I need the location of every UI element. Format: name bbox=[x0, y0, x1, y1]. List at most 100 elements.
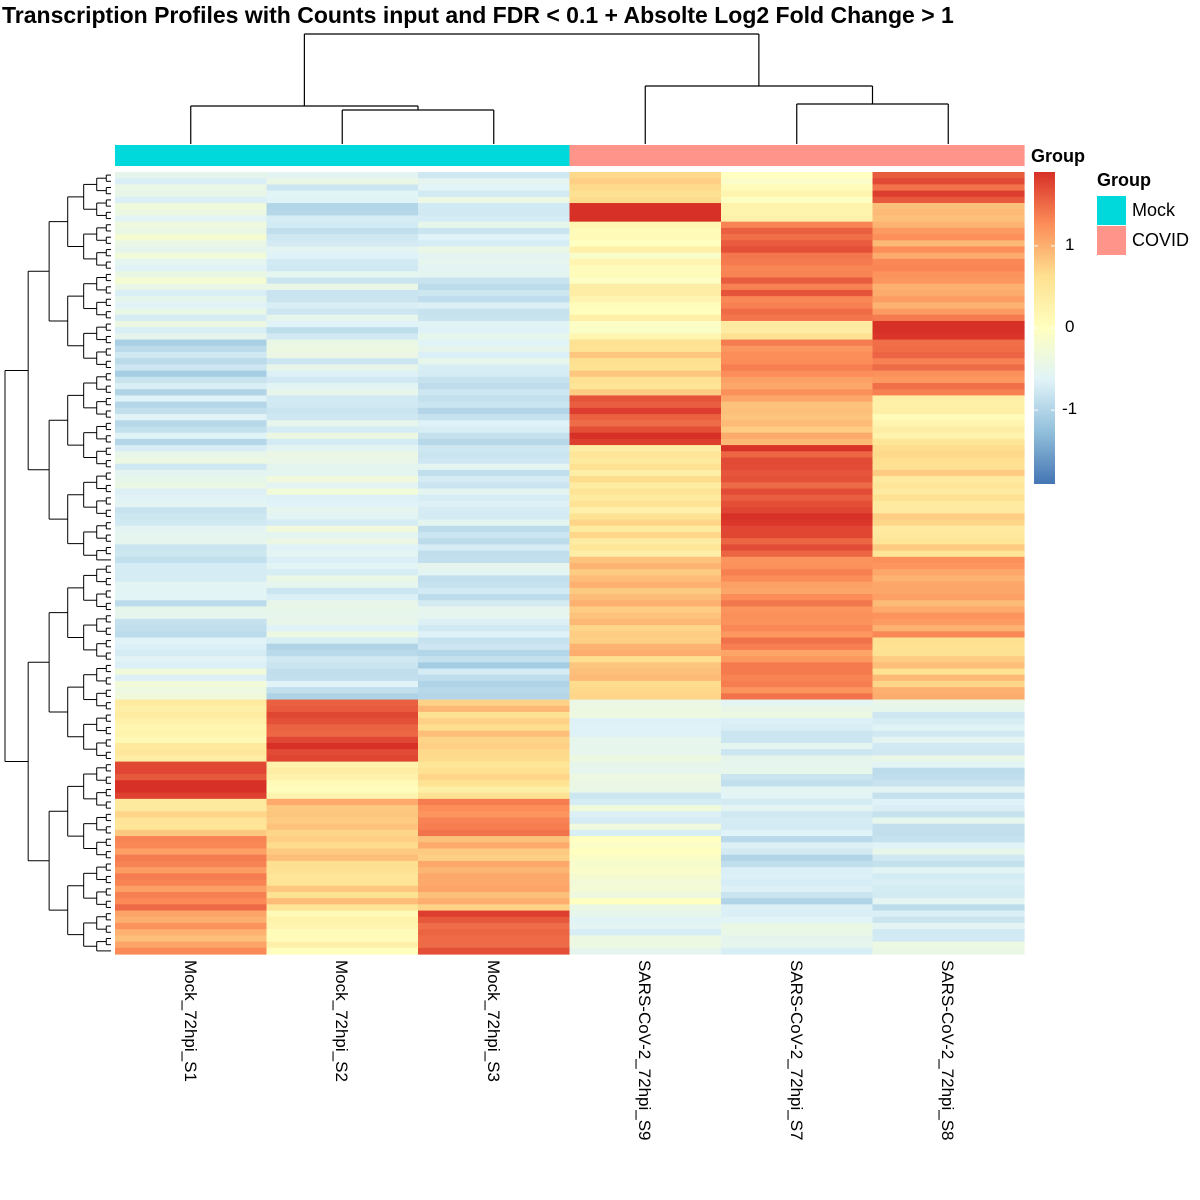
heatmap-cell bbox=[266, 637, 419, 645]
heatmap-cell bbox=[266, 668, 419, 676]
heatmap-cell bbox=[569, 469, 722, 477]
heatmap-cell bbox=[115, 234, 268, 241]
heatmap-cell bbox=[115, 879, 268, 887]
heatmap-cell bbox=[569, 525, 722, 533]
heatmap-cell bbox=[266, 240, 419, 248]
heatmap-cell bbox=[418, 898, 571, 905]
heatmap-cell bbox=[872, 345, 1025, 353]
heatmap-cell bbox=[569, 389, 722, 397]
heatmap-cell bbox=[569, 221, 722, 229]
heatmap-cell bbox=[872, 854, 1025, 862]
heatmap-cell bbox=[721, 221, 874, 229]
heatmap-cell bbox=[115, 774, 268, 781]
heatmap-cell bbox=[721, 252, 874, 260]
heatmap-cell bbox=[721, 860, 874, 868]
column-label: SARS-CoV-2_72hpi_S8 bbox=[938, 960, 958, 1141]
heatmap-cell bbox=[569, 308, 722, 316]
heatmap-cell bbox=[418, 234, 571, 241]
heatmap-cell bbox=[266, 941, 419, 949]
heatmap-cell bbox=[266, 910, 419, 918]
heatmap-cell bbox=[418, 718, 571, 725]
heatmap-cell bbox=[115, 289, 268, 297]
heatmap-cell bbox=[872, 190, 1025, 198]
heatmap-cell bbox=[872, 929, 1025, 936]
heatmap-cell bbox=[721, 662, 874, 670]
heatmap-cell bbox=[872, 457, 1025, 465]
heatmap-cell bbox=[569, 339, 722, 347]
heatmap-cell bbox=[418, 904, 571, 912]
heatmap-cell bbox=[115, 643, 268, 651]
heatmap-cell bbox=[721, 711, 874, 719]
heatmap-cell bbox=[115, 333, 268, 341]
heatmap-cell bbox=[569, 451, 722, 459]
heatmap-cell bbox=[872, 482, 1025, 490]
heatmap-cell bbox=[721, 736, 874, 744]
heatmap-cell bbox=[115, 873, 268, 881]
heatmap-cell bbox=[418, 289, 571, 297]
heatmap-cell bbox=[721, 649, 874, 657]
heatmap-cell bbox=[418, 724, 571, 732]
heatmap-cell bbox=[115, 842, 268, 850]
heatmap-cell bbox=[872, 209, 1025, 217]
heatmap-cell bbox=[266, 320, 419, 328]
heatmap-cell bbox=[721, 606, 874, 614]
heatmap-cell bbox=[115, 711, 268, 719]
heatmap-cell bbox=[266, 351, 419, 359]
heatmap-cell bbox=[115, 618, 268, 626]
heatmap-cell bbox=[721, 476, 874, 483]
heatmap-cell bbox=[569, 693, 722, 701]
heatmap-cell bbox=[418, 600, 571, 608]
heatmap-cell bbox=[872, 469, 1025, 477]
heatmap-cell bbox=[266, 749, 419, 756]
heatmap-cell bbox=[418, 929, 571, 936]
heatmap-cell bbox=[721, 550, 874, 558]
heatmap-cell bbox=[569, 625, 722, 632]
heatmap-cell bbox=[418, 469, 571, 477]
heatmap-cell bbox=[266, 215, 419, 223]
heatmap-cell bbox=[569, 507, 722, 514]
heatmap-cell bbox=[872, 252, 1025, 260]
heatmap-cell bbox=[569, 538, 722, 545]
heatmap-cell bbox=[872, 935, 1025, 943]
heatmap-cell bbox=[721, 500, 874, 508]
heatmap-cell bbox=[872, 172, 1025, 179]
heatmap-cell bbox=[115, 227, 268, 235]
heatmap-cell bbox=[266, 339, 419, 347]
color-scale-bar bbox=[1034, 172, 1055, 484]
heatmap-cell bbox=[418, 327, 571, 334]
heatmap-cell bbox=[569, 209, 722, 217]
heatmap-cell bbox=[872, 196, 1025, 204]
heatmap-cell bbox=[418, 513, 571, 521]
heatmap-cell bbox=[115, 947, 268, 955]
heatmap-cell bbox=[721, 687, 874, 694]
heatmap-cell bbox=[115, 389, 268, 397]
column-label: SARS-CoV-2_72hpi_S7 bbox=[786, 960, 806, 1141]
heatmap-cell bbox=[872, 401, 1025, 409]
heatmap-cell bbox=[569, 289, 722, 297]
heatmap-cell bbox=[266, 879, 419, 887]
heatmap-cell bbox=[721, 445, 874, 452]
heatmap-cell bbox=[418, 836, 571, 843]
heatmap-cell bbox=[418, 817, 571, 825]
heatmap-cell bbox=[721, 314, 874, 322]
heatmap-cell bbox=[721, 891, 874, 899]
heatmap-cell bbox=[872, 873, 1025, 881]
heatmap-cell bbox=[872, 203, 1025, 210]
heatmap-cell bbox=[418, 302, 571, 310]
heatmap-cell bbox=[569, 190, 722, 198]
heatmap-cell bbox=[569, 227, 722, 235]
heatmap-cell bbox=[115, 370, 268, 378]
heatmap-cell bbox=[266, 891, 419, 899]
heatmap-cell bbox=[418, 848, 571, 856]
heatmap-cell bbox=[872, 463, 1025, 471]
heatmap-cell bbox=[266, 178, 419, 186]
heatmap-cell bbox=[721, 395, 874, 403]
annotation-cell bbox=[569, 145, 722, 166]
heatmap-cell bbox=[115, 308, 268, 316]
heatmap-cell bbox=[872, 625, 1025, 632]
heatmap-cell bbox=[115, 656, 268, 663]
heatmap-cell bbox=[872, 947, 1025, 955]
heatmap-cell bbox=[872, 742, 1025, 750]
heatmap-cell bbox=[721, 594, 874, 601]
heatmap-cell bbox=[872, 476, 1025, 483]
